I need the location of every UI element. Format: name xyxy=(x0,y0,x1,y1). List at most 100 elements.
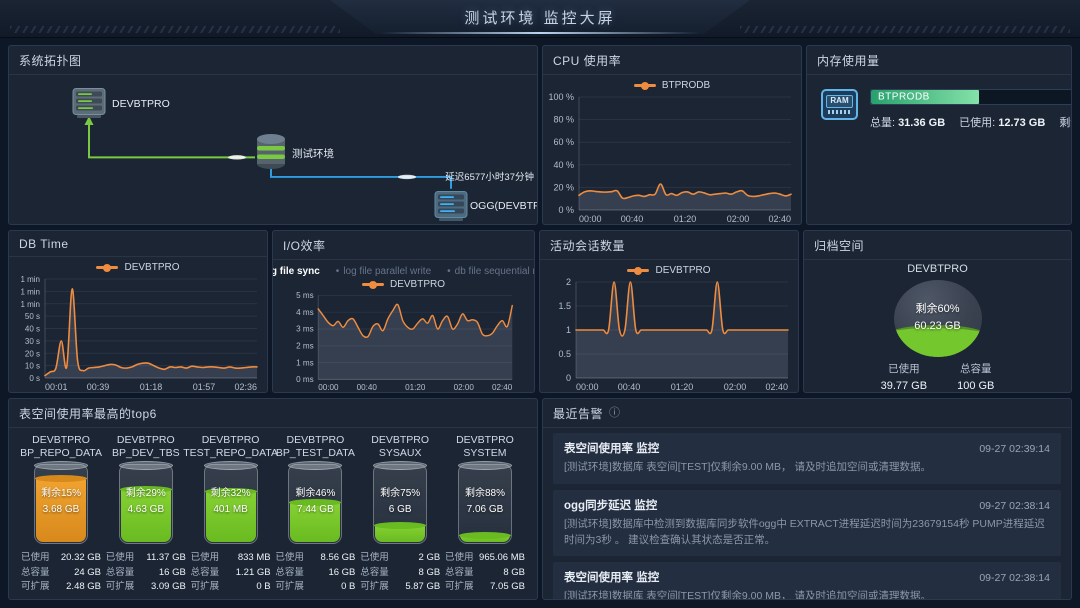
alert-message: [测试环境]数据库中检测到数据库同步软件ogg中 EXTRACT进程延迟时间为2… xyxy=(564,517,1045,546)
tablespace-stats: 已使用 965.06 MB 总容量 8 GB 可扩展 7.05 GB xyxy=(444,552,525,592)
svg-text:00:00: 00:00 xyxy=(576,382,599,392)
tablespace-stats: 已使用 11.37 GB 总容量 16 GB 可扩展 3.09 GB xyxy=(105,552,186,592)
svg-text:0 s: 0 s xyxy=(29,374,40,383)
tablespace-stats: 已使用 833 MB 总容量 1.21 GB 可扩展 0 B xyxy=(190,552,271,592)
tablespace-remaining-text: 剩余88% 7.06 GB xyxy=(464,487,505,515)
alert-message: [测试环境]数据库 表空间[TEST]仅剩余9.00 MB， 请及时追加空间或清… xyxy=(564,461,931,473)
legend-label: DEVBTPRO xyxy=(389,279,445,290)
svg-text:30 s: 30 s xyxy=(25,337,40,346)
dbtime-legend[interactable]: DEVBTPRO xyxy=(9,257,267,273)
svg-text:1 min: 1 min xyxy=(20,287,40,296)
topology-node-testenv[interactable] xyxy=(255,133,287,175)
tablespace-item-header: DEVBTPRO SYSTEM xyxy=(456,434,514,460)
archive-remaining-percent: 剩余60% xyxy=(915,302,960,315)
memory-free-label: 剩余: xyxy=(1059,117,1071,129)
alert-item[interactable]: ogg同步延迟 监控 09-27 02:38:14 [测试环境]数据库中检测到数… xyxy=(553,489,1061,557)
svg-text:5 ms: 5 ms xyxy=(296,291,314,300)
tablespace-name: SYSAUX xyxy=(378,447,422,460)
tablespace-item[interactable]: DEVBTPRO BP_DEV_TBS 剩余29% 4.63 GB 已使用 11.3… xyxy=(106,434,186,595)
svg-text:0.5: 0.5 xyxy=(558,349,571,359)
cpu-legend[interactable]: BTPRODB xyxy=(543,75,801,91)
panel-title: I/O效率 xyxy=(273,231,534,260)
io-tab[interactable]: log file parallel write xyxy=(336,266,431,277)
tablespace-name: TEST_REPO_DATA xyxy=(183,447,278,460)
cylinder-fill-wave xyxy=(289,499,342,507)
alert-item[interactable]: 表空间使用率 监控 09-27 02:38:14 [测试环境]数据库 表空间[T… xyxy=(553,562,1061,599)
tablespace-remaining-text: 剩余75% 6 GB xyxy=(380,487,421,515)
database-icon xyxy=(257,134,285,169)
tablespace-remaining-text: 剩余15% 3.68 GB xyxy=(40,487,81,515)
tablespace-cylinder: 剩余88% 7.06 GB xyxy=(457,461,512,545)
topology-edges xyxy=(84,116,452,189)
io-tab[interactable]: log file sync xyxy=(273,266,320,277)
cylinder-cap xyxy=(457,461,512,471)
info-icon: ⓘ xyxy=(609,407,621,419)
tablespace-stats: 已使用 20.32 GB 总容量 24 GB 可扩展 2.48 GB xyxy=(21,552,101,592)
legend-marker-icon xyxy=(633,84,656,87)
tablespace-cylinder: 剩余46% 7.44 GB xyxy=(288,461,343,545)
tablespace-item-header: DEVBTPRO TEST_REPO_DATA xyxy=(183,434,278,460)
io-tab[interactable]: db file sequential read xyxy=(447,266,534,277)
tablespace-item-header: DEVBTPRO BP_DEV_TBS xyxy=(112,434,180,460)
cylinder-fill xyxy=(458,531,511,543)
cylinder-fill xyxy=(119,485,172,543)
memory-stats: 总量:31.36 GB 已使用:12.73 GB 剩余:18.63 GB xyxy=(870,114,1071,130)
memory-usage-fill xyxy=(871,90,979,104)
svg-text:50 s: 50 s xyxy=(25,312,40,321)
alert-message: [测试环境]数据库 表空间[TEST]仅剩余9.00 MB， 请及时追加空间或清… xyxy=(564,590,931,599)
svg-text:1 min: 1 min xyxy=(20,275,40,284)
tablespace-db-name: DEVBTPRO xyxy=(201,434,260,446)
tablespace-stats: 已使用 8.56 GB 总容量 16 GB 可扩展 0 B xyxy=(275,552,356,592)
svg-text:02:00: 02:00 xyxy=(454,383,475,392)
svg-text:02:40: 02:40 xyxy=(765,382,788,392)
alert-title: ogg同步延迟 监控 xyxy=(564,499,658,512)
ram-icon-pins xyxy=(827,109,852,114)
archive-used-value: 39.77 GB xyxy=(880,380,928,392)
tablespace-item[interactable]: DEVBTPRO BP_TEST_DATA 剩余46% 7.44 GB 已使用 8.… xyxy=(275,434,355,595)
tablespace-item[interactable]: DEVBTPRO SYSTEM 剩余88% 7.06 GB 已使用 965.06 M… xyxy=(445,434,525,595)
sessions-legend[interactable]: DEVBTPRO xyxy=(540,260,798,276)
server-icon xyxy=(72,88,106,118)
panel-io: I/O效率 log file sync log file parallel wri… xyxy=(272,230,535,393)
svg-text:40 s: 40 s xyxy=(25,325,40,334)
panel-topology: 系统拓扑图 xyxy=(8,45,538,225)
cylinder-fill xyxy=(35,474,87,543)
panel-title: 内存使用量 xyxy=(807,46,1071,75)
svg-text:01:20: 01:20 xyxy=(405,383,426,392)
tablespace-item[interactable]: DEVBTPRO TEST_REPO_DATA 剩余32% 401 MB 已使用 8… xyxy=(183,434,278,595)
legend-label: DEVBTPRO xyxy=(655,265,711,276)
page-title: 测试环境 监控大屏 xyxy=(464,9,616,27)
svg-text:4 ms: 4 ms xyxy=(296,308,314,317)
tablespace-remaining-text: 剩余29% 4.63 GB xyxy=(125,487,166,515)
panel-title: 最近告警 xyxy=(553,407,604,421)
tablespace-item[interactable]: DEVBTPRO SYSAUX 剩余75% 6 GB 已使用 2 GB 总容量 8 G… xyxy=(360,434,440,595)
io-legend[interactable]: DEVBTPRO xyxy=(273,277,534,290)
svg-text:02:36: 02:36 xyxy=(234,382,257,392)
header-title-plate: 测试环境 监控大屏 xyxy=(330,0,750,34)
tablespace-cylinder: 剩余15% 3.68 GB xyxy=(34,461,88,545)
alert-title: 表空间使用率 监控 xyxy=(564,572,660,585)
topology-node-label: 测试环境 xyxy=(292,148,334,160)
alert-timestamp: 09-27 02:38:14 xyxy=(979,499,1050,512)
svg-text:0 %: 0 % xyxy=(558,205,574,215)
topology-node-devbtpro[interactable] xyxy=(72,88,106,124)
alert-timestamp: 09-27 02:38:14 xyxy=(979,572,1050,585)
tablespace-name: SYSTEM xyxy=(463,447,507,460)
alert-item[interactable]: 表空间使用率 监控 09-27 02:39:14 [测试环境]数据库 表空间[T… xyxy=(553,433,1061,484)
panel-title: CPU 使用率 xyxy=(543,46,801,75)
svg-text:01:20: 01:20 xyxy=(671,382,694,392)
tablespace-db-name: DEVBTPRO xyxy=(371,434,430,446)
panel-title: 表空间使用率最高的top6 xyxy=(9,399,537,428)
tablespace-db-name: DEVBTPRO xyxy=(456,434,514,446)
topology-node-ogg[interactable] xyxy=(434,191,468,224)
legend-label: BTPRODB xyxy=(661,80,711,91)
svg-text:20 s: 20 s xyxy=(25,349,40,358)
server-icon xyxy=(434,191,468,221)
memory-total-value: 31.36 GB xyxy=(898,117,946,129)
ram-icon-text: RAM xyxy=(826,95,853,108)
tablespace-name: BP_TEST_DATA xyxy=(275,447,355,460)
panel-sessions: 活动会话数量 DEVBTPRO 0 0.5 1 1.5 2 00:00 00:40 01:20… xyxy=(539,230,799,393)
panel-cpu: CPU 使用率 BTPRODB 0 % 20 % 40 % 60 % 80 % 100 %… xyxy=(542,45,802,225)
tablespace-item[interactable]: DEVBTPRO BP_REPO_DATA 剩余15% 3.68 GB 已使用 20… xyxy=(20,434,102,595)
header-bar: 测试环境 监控大屏 xyxy=(0,0,1080,38)
